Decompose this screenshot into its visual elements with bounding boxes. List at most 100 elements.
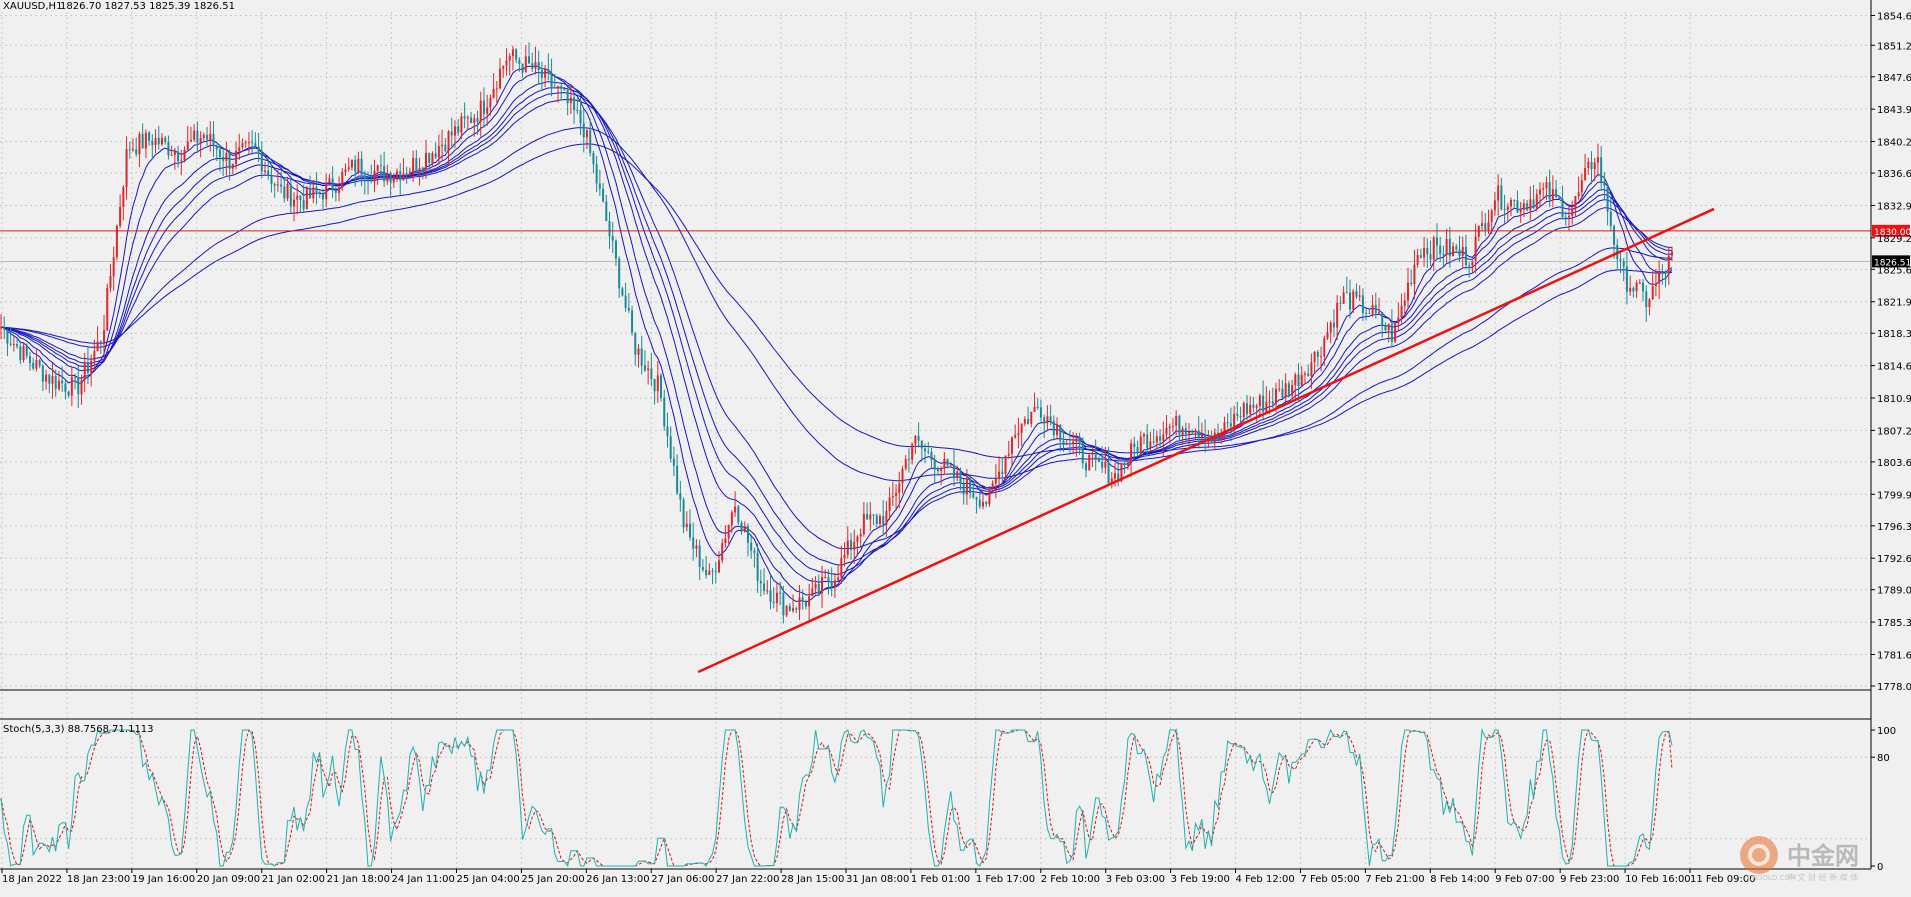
candle-body <box>495 88 498 90</box>
candle-body <box>1123 464 1126 466</box>
candle-body <box>299 195 302 201</box>
moving-average-line <box>0 65 1673 603</box>
candle-body <box>35 360 38 369</box>
moving-average-line <box>0 87 1673 576</box>
candle-body <box>379 165 382 167</box>
watermark: 中金网 中 文 财 经 新 媒 体 CNGOLD.COM <box>1739 833 1889 883</box>
candle-body <box>1555 189 1558 197</box>
candle-body <box>624 295 627 308</box>
y-tick-label: 1825.60 <box>1877 265 1911 276</box>
candle-body <box>1548 182 1551 200</box>
candle-body <box>460 116 463 133</box>
candle-body <box>64 383 67 392</box>
x-tick-label: 7 Feb 05:00 <box>1300 874 1359 885</box>
candle-body <box>244 142 247 144</box>
candle-body <box>1387 324 1390 331</box>
support-trendline[interactable] <box>697 207 1715 674</box>
candle-body <box>911 444 914 460</box>
candle-body <box>434 153 437 158</box>
candle-body <box>611 236 614 241</box>
candle-body <box>286 183 289 199</box>
candle-body <box>167 141 170 156</box>
x-tick-label: 3 Feb 03:00 <box>1106 874 1165 885</box>
candle-body <box>953 464 956 478</box>
candle-body <box>1268 401 1271 403</box>
candle-body <box>1435 237 1438 246</box>
candle-body <box>154 137 157 146</box>
moving-average-line <box>0 143 1673 459</box>
candle-body <box>772 601 775 604</box>
y-tick-label: 1799.90 <box>1877 490 1911 501</box>
candle-body <box>940 468 943 472</box>
candle-body <box>276 184 279 186</box>
candle-body <box>676 465 679 494</box>
candle-body <box>1416 255 1419 265</box>
candle-body <box>218 149 221 157</box>
y-tick-label: 1778.00 <box>1877 682 1911 693</box>
candle-body <box>988 488 991 505</box>
candle-body <box>975 497 978 500</box>
candle-body <box>1210 437 1213 442</box>
candle-body <box>386 172 389 182</box>
last-price-tag <box>1872 255 1910 268</box>
candle-body <box>1429 254 1432 260</box>
y-tick-label: 1854.60 <box>1877 12 1911 23</box>
candle-body <box>1165 427 1168 435</box>
candle-body <box>296 195 299 200</box>
candle-body <box>57 380 60 389</box>
x-tick-label: 27 Jan 22:00 <box>716 874 779 885</box>
candle-body <box>444 144 447 152</box>
candle-body <box>119 207 122 227</box>
candle-body <box>840 557 843 578</box>
candle-body <box>1368 313 1371 315</box>
candle-body <box>1619 259 1622 261</box>
candle-body <box>1664 272 1667 274</box>
candle-body <box>1120 464 1123 482</box>
candle-body <box>904 459 907 469</box>
candle-body <box>991 483 994 489</box>
candle-body <box>1484 223 1487 231</box>
candle-body <box>1661 272 1664 274</box>
candle-body <box>1246 403 1249 414</box>
y-tick-label: 1818.30 <box>1877 329 1911 340</box>
candle-body <box>1033 406 1036 412</box>
candle-body <box>627 307 630 311</box>
candle-body <box>476 118 479 122</box>
candle-body <box>1178 415 1181 435</box>
candle-body <box>1136 447 1139 453</box>
candle-body <box>804 601 807 607</box>
candle-body <box>247 142 250 144</box>
candle-body <box>540 70 543 78</box>
moving-average-line <box>0 81 1673 583</box>
candle-body <box>1307 373 1310 377</box>
candle-body <box>206 134 209 140</box>
candle-body <box>969 478 972 494</box>
candle-body <box>193 130 196 140</box>
candle-body <box>260 154 263 172</box>
candle-body <box>405 173 408 176</box>
candle-body <box>209 133 212 140</box>
candle-body <box>463 116 466 119</box>
candle-body <box>1088 454 1091 471</box>
candle-body <box>302 200 305 210</box>
candle-body <box>1474 236 1477 262</box>
candle-body <box>795 608 798 610</box>
candle-body <box>354 159 357 172</box>
candle-body <box>821 577 824 594</box>
candle-body <box>254 143 257 147</box>
candle-body <box>750 542 753 551</box>
candle-body <box>1155 436 1158 443</box>
candle-body <box>1590 161 1593 170</box>
candle-body <box>1081 443 1084 464</box>
logo-text: 中金网 <box>1787 842 1859 870</box>
y-tick-label: 1821.90 <box>1877 298 1911 309</box>
candle-body <box>1503 209 1506 211</box>
candle-body <box>1432 237 1435 260</box>
candle-body <box>737 506 740 523</box>
candle-body <box>1101 461 1104 468</box>
candle-body <box>1242 403 1245 418</box>
candle-body <box>589 130 592 154</box>
candle-body <box>524 56 527 73</box>
